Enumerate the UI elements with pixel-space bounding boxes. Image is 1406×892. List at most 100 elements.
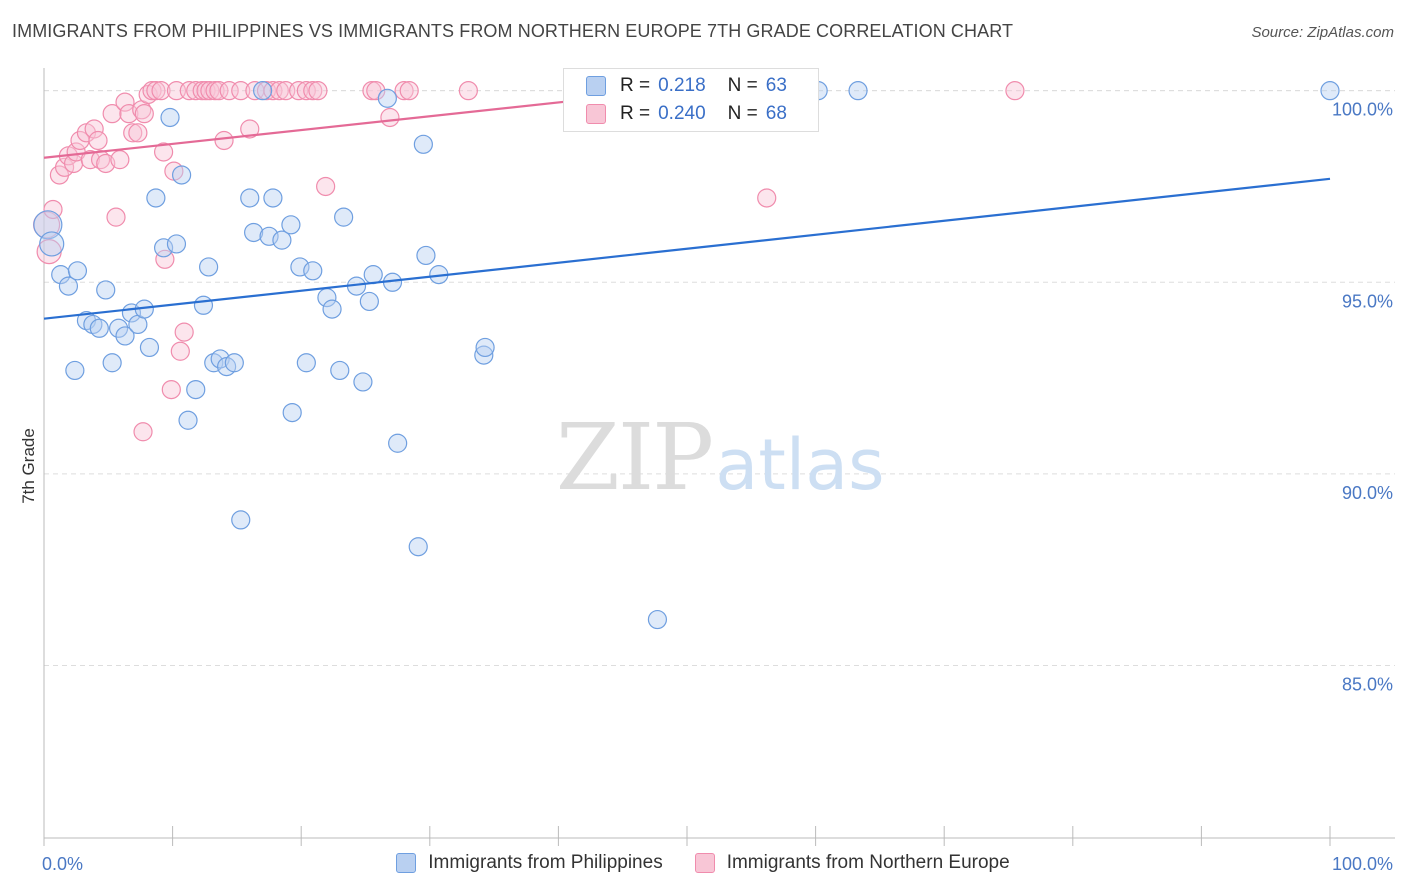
data-point (160, 107, 180, 128)
data-point (359, 291, 379, 312)
data-point (474, 345, 494, 365)
legend-swatch-blue (396, 853, 417, 873)
legend-swatch-pink (694, 853, 715, 873)
data-point (303, 261, 323, 281)
data-point (296, 353, 316, 373)
data-point (139, 337, 160, 358)
legend-swatch-pink (586, 104, 606, 124)
data-point (272, 230, 292, 250)
r-label: R = (620, 75, 651, 96)
data-point (172, 165, 192, 185)
n-value: 63 (765, 75, 787, 96)
series-legend: Immigrants from Philippines Immigrants f… (0, 852, 1406, 874)
data-point (244, 222, 264, 243)
data-point (1005, 81, 1025, 101)
data-point (269, 81, 289, 101)
data-point (146, 188, 166, 208)
data-point (58, 276, 79, 296)
n-value: 68 (765, 103, 787, 124)
series-northern-europe-points (32, 81, 1025, 442)
data-point (102, 104, 122, 124)
data-point (366, 81, 386, 101)
data-point (757, 188, 777, 208)
data-point (174, 322, 194, 342)
data-point (259, 226, 279, 246)
series-philippines-points (33, 81, 1340, 630)
data-point (89, 318, 109, 338)
legend-label-philippines: Immigrants from Philippines (428, 852, 663, 873)
data-point (96, 153, 116, 174)
chart-title: IMMIGRANTS FROM PHILIPPINES VS IMMIGRANT… (12, 21, 1014, 41)
data-point (102, 353, 122, 373)
data-point (178, 410, 198, 430)
y-tick-label: 100.0% (1332, 100, 1393, 120)
gridlines (44, 90, 1395, 667)
y-tick-label: 85.0% (1342, 675, 1393, 695)
data-point (161, 379, 181, 400)
y-tick-label: 90.0% (1342, 483, 1393, 503)
data-point (388, 433, 408, 453)
data-point (153, 238, 174, 258)
r-value: 0.240 (658, 103, 706, 124)
legend-row-philippines: R = 0.218 N = 63 (586, 73, 787, 99)
data-point (231, 81, 251, 101)
n-label: N = (727, 75, 758, 96)
data-point (186, 379, 206, 400)
data-point (65, 360, 85, 381)
trend-line (43, 177, 1331, 320)
data-point (67, 261, 88, 281)
data-point (170, 341, 190, 361)
data-point (322, 299, 342, 319)
data-point (133, 422, 153, 442)
source-attribution: Source: ZipAtlas.com (1251, 24, 1394, 41)
legend-label-northern-europe: Immigrants from Northern Europe (726, 852, 1010, 873)
data-point (1320, 81, 1340, 101)
r-label: R = (620, 103, 651, 124)
data-point (416, 245, 436, 266)
data-point (458, 81, 478, 101)
data-point (330, 360, 350, 381)
data-point (123, 123, 143, 143)
data-point (146, 81, 166, 101)
data-point (240, 119, 260, 139)
x-tick-label: 100.0% (1332, 854, 1393, 874)
legend-item-philippines[interactable]: Immigrants from Philippines (396, 852, 663, 874)
axes (43, 68, 1395, 846)
data-point (408, 537, 428, 557)
data-point (377, 88, 397, 108)
tick-labels: 100.0% 95.0% 90.0% 85.0% 0.0% 100.0% (42, 100, 1393, 874)
y-tick-label: 95.0% (1342, 291, 1393, 311)
x-tick-label: 0.0% (42, 854, 83, 874)
data-point (199, 257, 219, 277)
watermark-atlas: atlas (715, 424, 884, 506)
data-point (647, 609, 668, 630)
data-point (106, 207, 126, 227)
r-value: 0.218 (658, 75, 706, 96)
data-point (39, 231, 65, 257)
legend-item-northern-europe[interactable]: Immigrants from Northern Europe (694, 852, 1010, 874)
data-point (413, 134, 433, 154)
data-point (308, 81, 328, 101)
data-point (303, 81, 323, 101)
data-point (134, 104, 154, 124)
data-point (353, 372, 373, 392)
data-point (153, 142, 174, 162)
data-point (209, 81, 229, 101)
y-axis-title: 7th Grade (19, 428, 38, 504)
data-point (263, 188, 283, 208)
legend-swatch-blue (586, 76, 606, 96)
data-point (240, 188, 260, 208)
data-point (128, 123, 148, 143)
data-point (475, 337, 495, 358)
data-point (224, 353, 244, 373)
data-point (110, 150, 130, 170)
data-point (253, 81, 273, 101)
data-point (281, 215, 301, 235)
data-point (231, 510, 251, 530)
data-point (80, 150, 100, 170)
data-point (119, 104, 139, 124)
data-point (186, 81, 206, 101)
watermark: ZIP atlas (556, 404, 885, 511)
data-point (151, 81, 171, 101)
